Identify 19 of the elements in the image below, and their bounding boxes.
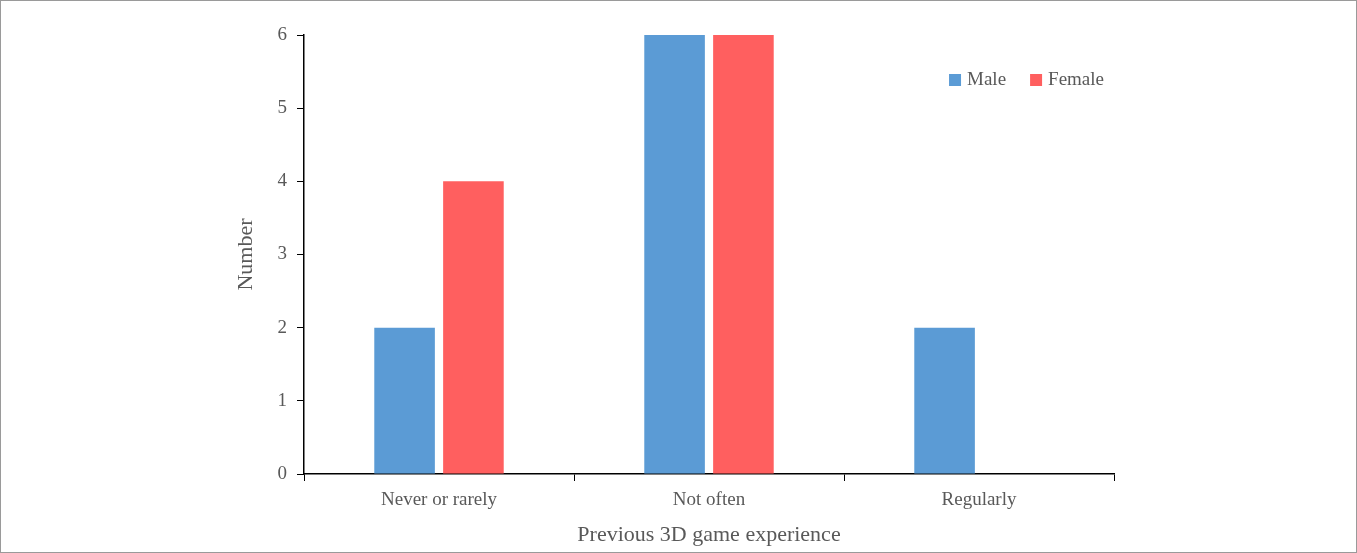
- legend-label: Male: [967, 67, 1007, 89]
- x-tick-label: Never or rarely: [380, 488, 498, 510]
- y-tick-label: 1: [277, 388, 287, 410]
- x-tick-label: Regularly: [941, 488, 1017, 510]
- y-tick-label: 6: [277, 22, 287, 44]
- bar: [914, 327, 975, 474]
- legend-label: Female: [1048, 67, 1105, 89]
- y-tick-label: 5: [277, 96, 287, 118]
- bar: [374, 327, 435, 474]
- y-axis-title: Number: [231, 217, 257, 291]
- y-tick-label: 0: [277, 461, 287, 483]
- y-tick-label: 3: [277, 242, 287, 264]
- y-tick-label: 2: [277, 315, 287, 337]
- bar: [713, 35, 774, 474]
- x-tick-label: Not often: [672, 488, 746, 510]
- bar: [644, 35, 705, 474]
- x-axis-title: Previous 3D game experience: [577, 520, 841, 546]
- y-tick-label: 4: [277, 169, 288, 191]
- bar: [443, 181, 504, 474]
